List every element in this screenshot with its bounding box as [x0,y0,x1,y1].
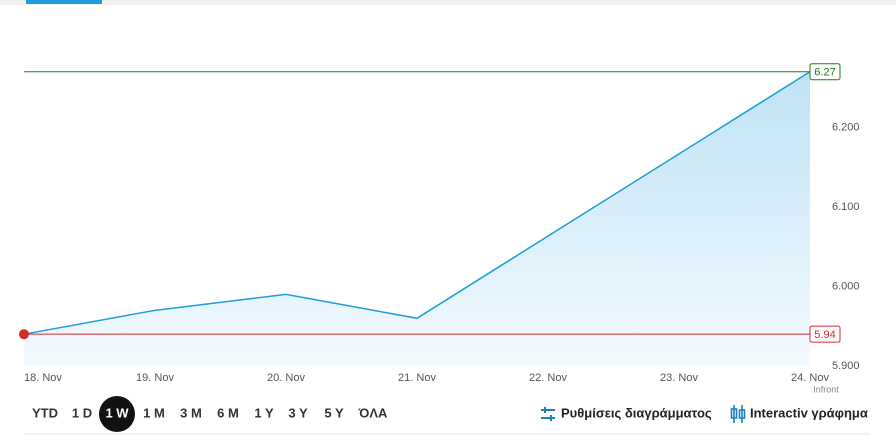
active-bg [99,396,135,432]
y-tick-label: 6.100 [832,201,860,213]
active-tab-indicator [26,0,102,4]
top-shadow [0,0,896,5]
reference-label-box [809,63,841,81]
range-label: 1 M [143,405,165,420]
x-tick-label: 23. Nov [660,372,698,384]
reference-label-box [809,325,841,343]
x-tick-label: 24. Nov [791,372,829,384]
range-button[interactable]: ΌΛΑ [358,405,388,420]
range-button[interactable]: YTD [32,405,58,420]
x-tick-label: 19. Nov [136,372,174,384]
area [24,71,810,367]
interactive-chart[interactable]: Interactiv γράφημα [730,405,868,423]
range-label: 3 M [180,405,202,420]
range-label: 1 D [72,405,92,420]
reference-label: 5.94 [814,329,835,341]
candle-icon [730,405,746,423]
x-tick-label: 22. Nov [529,372,567,384]
range-button[interactable]: 1 M [143,405,165,420]
range-label: YTD [32,405,58,420]
range-button[interactable]: 3 M [180,405,202,420]
range-label: 5 Y [324,405,344,420]
chart-settings[interactable]: Ρυθμίσεις διαγράμματος [541,405,712,421]
x-tick-label: 20. Nov [267,372,305,384]
interactive-label: Interactiv γράφημα [750,405,868,420]
start-dot [19,329,29,340]
settings-label: Ρυθμίσεις διαγράμματος [561,405,712,420]
range-button[interactable]: 1 Y [254,405,274,420]
range-button[interactable]: 6 M [217,405,239,420]
reference-label: 6.27 [814,67,835,79]
range-label: ΌΛΑ [358,405,388,420]
range-label: 1 W [105,405,129,420]
settings-icon [541,407,555,421]
range-label: 6 M [217,405,239,420]
range-button[interactable]: 1 D [72,405,92,420]
range-label: 3 Y [288,405,308,420]
plot: 5.900 6.000 6.100 6.200 18. Nov 19. Nov 20. No… [19,63,860,384]
y-tick-label: 6.200 [832,121,860,133]
x-tick-label: 21. Nov [398,372,436,384]
x-tick-label: 18. Nov [24,372,62,384]
range-button[interactable]: 5 Y [324,405,344,420]
y-tick-label: 6.000 [832,280,860,292]
line [23,71,811,335]
range-button[interactable]: 3 Y [288,405,308,420]
y-tick-label: 5.900 [832,360,860,372]
source: Infront [813,384,839,394]
range-label: 1 Y [254,405,274,420]
range-selector: YTD 1 D 1 W 1 M 3 M 6 M 1 Y 3 Y 5 Y ΌΛΑ [32,396,388,432]
range-button[interactable]: 1 W [99,396,135,432]
